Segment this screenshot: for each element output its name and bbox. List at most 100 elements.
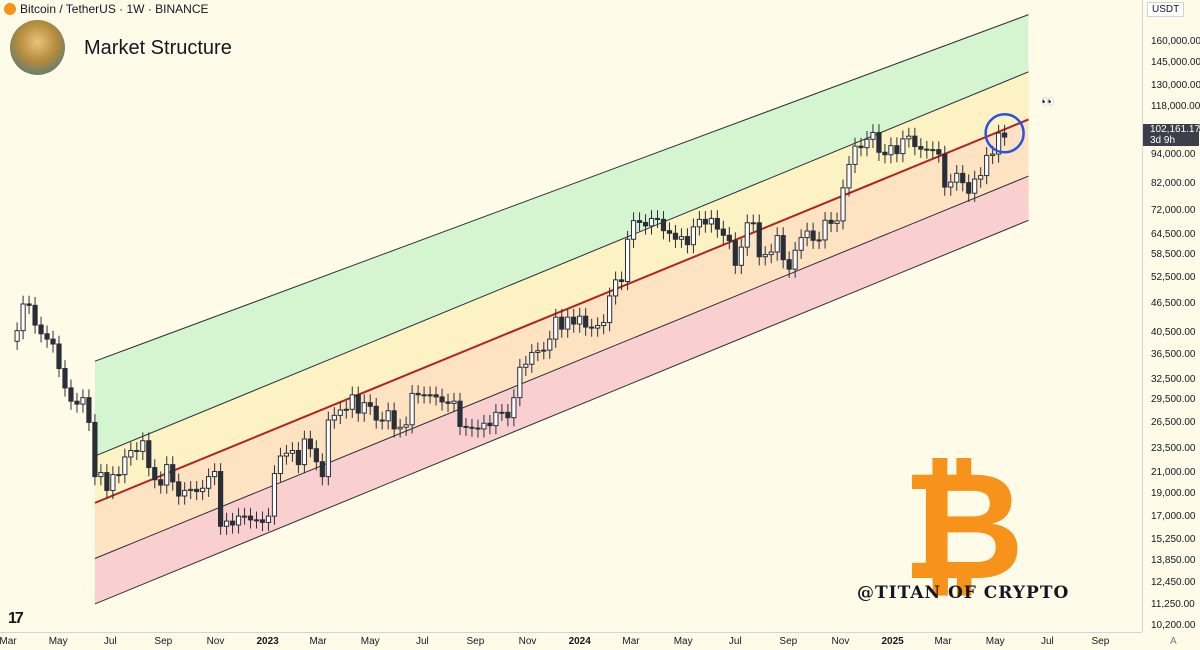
candle-body bbox=[636, 220, 643, 223]
candle-body bbox=[786, 259, 792, 270]
candle-body bbox=[876, 131, 882, 153]
time-axis[interactable]: Mar May Jul Sep Nov 2023 Mar May Jul Sep Nov 2024 Ma… bbox=[0, 632, 1142, 650]
candle-body bbox=[343, 408, 349, 411]
candle-body bbox=[212, 471, 218, 478]
candle-body bbox=[948, 181, 954, 188]
candle-body bbox=[505, 411, 511, 419]
candle-body bbox=[762, 254, 768, 258]
candle-body bbox=[756, 222, 762, 258]
candle-body bbox=[840, 187, 846, 222]
candle-body bbox=[1002, 132, 1008, 138]
candle-body bbox=[535, 350, 541, 353]
candle-body bbox=[475, 427, 481, 430]
time-tick-label: Sep bbox=[779, 636, 798, 647]
channel-zones bbox=[94, 14, 1029, 604]
candle-body bbox=[990, 153, 996, 156]
candle-body bbox=[469, 426, 475, 429]
time-tick-label: May bbox=[360, 636, 380, 647]
candle-body bbox=[798, 237, 804, 251]
candle-body bbox=[523, 363, 529, 368]
currency-unit-button[interactable]: USDT bbox=[1147, 2, 1185, 17]
candle-body bbox=[409, 392, 415, 426]
price-tick-label: 15,250.00 bbox=[1151, 534, 1196, 546]
candle-body bbox=[624, 238, 631, 283]
candle-body bbox=[158, 479, 164, 486]
candle-body bbox=[487, 422, 493, 427]
candle-body bbox=[241, 515, 248, 518]
candle-body bbox=[708, 217, 714, 225]
candle-body bbox=[918, 146, 924, 150]
candle-body bbox=[433, 394, 439, 398]
candle-body bbox=[577, 315, 583, 325]
current-price-value: 102,161.17 bbox=[1150, 124, 1200, 135]
candle-body bbox=[565, 316, 571, 330]
candle-body bbox=[720, 228, 726, 236]
time-tick-label: Jul bbox=[728, 636, 742, 647]
candle-body bbox=[996, 132, 1002, 155]
price-tick-label: 145,000.00 bbox=[1151, 56, 1200, 68]
price-tick-label: 40,500.00 bbox=[1151, 327, 1196, 339]
price-tick-label: 52,500.00 bbox=[1151, 272, 1196, 284]
candle-body bbox=[559, 316, 565, 330]
price-tick-label: 72,000.00 bbox=[1151, 205, 1196, 217]
candle-body bbox=[864, 138, 870, 149]
candle-body bbox=[463, 425, 469, 428]
auto-scale-button[interactable]: A bbox=[1170, 636, 1177, 647]
candle-body bbox=[74, 400, 80, 405]
candle-body bbox=[499, 411, 505, 414]
candle-body bbox=[38, 324, 44, 335]
candle-body bbox=[164, 464, 170, 486]
candle-body bbox=[702, 218, 708, 225]
candle-body bbox=[445, 401, 451, 404]
candle-body bbox=[810, 230, 816, 241]
candle-body bbox=[678, 236, 685, 240]
candle-body bbox=[936, 149, 942, 155]
candles bbox=[14, 124, 1008, 535]
price-tick-label: 19,000.00 bbox=[1151, 487, 1196, 499]
time-tick-label: 2023 bbox=[256, 636, 279, 647]
price-tick-label: 23,500.00 bbox=[1151, 442, 1196, 454]
candle-body bbox=[738, 246, 744, 266]
eyes-icon: 👀 bbox=[1041, 96, 1055, 108]
candle-body bbox=[858, 145, 864, 149]
candle-body bbox=[906, 135, 912, 140]
chart-canvas[interactable] bbox=[0, 0, 1142, 632]
price-axis[interactable]: USDT 160,000.00 145,000.00 130,000.00 118,0… bbox=[1142, 0, 1200, 632]
candle-body bbox=[960, 172, 966, 184]
time-tick-label: Sep bbox=[1091, 636, 1110, 647]
price-tick-label: 13,850.00 bbox=[1151, 554, 1196, 566]
candle-body bbox=[529, 351, 535, 365]
price-tick-label: 160,000.00 bbox=[1151, 35, 1200, 47]
candle-body bbox=[235, 515, 242, 526]
candle-body bbox=[265, 515, 272, 523]
candle-body bbox=[283, 452, 290, 457]
candle-body bbox=[361, 402, 367, 414]
candle-countdown: 3d 9h bbox=[1150, 135, 1176, 146]
bitcoin-logo-icon: ₿ bbox=[902, 440, 1025, 614]
candle-body bbox=[152, 467, 158, 481]
candle-body bbox=[511, 397, 517, 419]
candle-body bbox=[140, 440, 146, 452]
candle-body bbox=[319, 461, 325, 478]
candle-body bbox=[349, 394, 355, 410]
candle-body bbox=[98, 472, 104, 478]
candle-body bbox=[68, 387, 74, 402]
time-tick-label: May bbox=[673, 636, 693, 647]
zone-red bbox=[94, 176, 1029, 604]
candle-body bbox=[277, 455, 284, 475]
candle-body bbox=[313, 448, 319, 463]
candle-body bbox=[493, 411, 499, 427]
channel-line-bottom bbox=[94, 219, 1029, 605]
candle-body bbox=[134, 450, 140, 453]
candle-body bbox=[44, 333, 50, 340]
candle-body bbox=[218, 471, 224, 527]
candle-body bbox=[595, 325, 601, 329]
candle-body bbox=[56, 343, 62, 370]
symbol-header[interactable]: Bitcoin / TetherUS · 1W · BINANCE bbox=[4, 2, 209, 16]
tradingview-logo[interactable]: 17 bbox=[8, 610, 24, 627]
candle-body bbox=[391, 410, 397, 430]
candle-body bbox=[583, 315, 589, 328]
highlight-circle bbox=[984, 113, 1025, 154]
candle-body bbox=[301, 438, 307, 466]
candle-body bbox=[750, 222, 756, 225]
